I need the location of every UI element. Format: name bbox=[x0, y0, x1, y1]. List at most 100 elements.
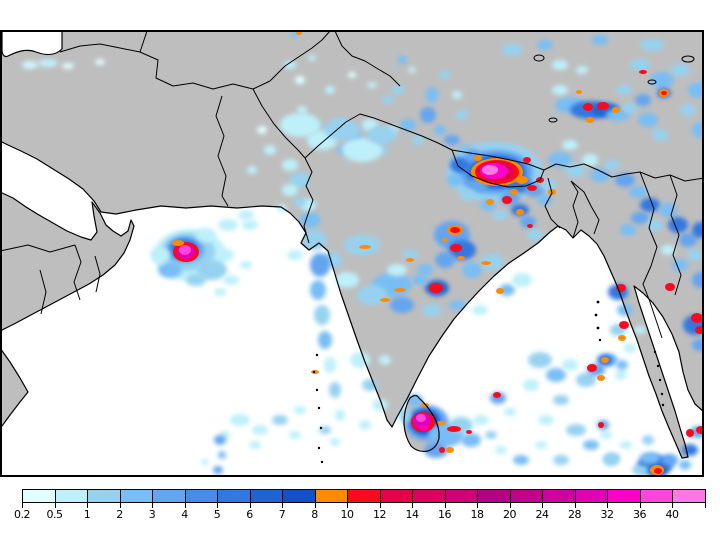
precip-cell bbox=[335, 409, 345, 421]
precip-cell bbox=[382, 96, 394, 104]
precip-cell bbox=[357, 285, 387, 305]
colorbar-tick bbox=[119, 489, 121, 508]
precip-cell bbox=[516, 209, 524, 215]
colorbar-segment bbox=[639, 489, 672, 503]
precip-cell bbox=[310, 280, 326, 300]
precip-cell bbox=[214, 435, 226, 445]
precip-cell bbox=[493, 392, 501, 398]
precipitation-field bbox=[22, 31, 704, 476]
precip-cell bbox=[597, 375, 605, 381]
colorbar-tick bbox=[22, 489, 23, 508]
precip-cell bbox=[659, 203, 677, 217]
precip-cell bbox=[640, 198, 660, 212]
precip-cell bbox=[158, 262, 182, 278]
precip-cell bbox=[367, 126, 397, 144]
precip-cell bbox=[294, 406, 306, 414]
precip-cell bbox=[447, 174, 463, 186]
precip-cell bbox=[214, 288, 226, 296]
lakes bbox=[533, 54, 695, 123]
precip-cell bbox=[502, 196, 512, 204]
colorbar-tick bbox=[87, 489, 88, 508]
precip-cell bbox=[606, 109, 630, 121]
precip-cell bbox=[380, 298, 390, 302]
precip-cell bbox=[481, 261, 491, 265]
colorbar-tick bbox=[574, 489, 576, 508]
precip-cell bbox=[616, 360, 628, 370]
precip-cell bbox=[510, 189, 518, 195]
colorbar-label: 2 bbox=[116, 508, 123, 521]
precip-cell bbox=[615, 370, 627, 380]
colorbar-segment bbox=[477, 489, 510, 503]
precip-cell bbox=[495, 446, 507, 454]
precip-cell bbox=[565, 163, 585, 177]
precip-cell bbox=[583, 440, 599, 450]
precip-cell bbox=[586, 117, 594, 123]
precip-cell bbox=[622, 103, 638, 113]
colorbar-label: 6 bbox=[246, 508, 253, 521]
precip-cell bbox=[350, 352, 370, 368]
precip-cell bbox=[538, 415, 554, 425]
precip-cell bbox=[282, 159, 298, 171]
precip-cell bbox=[257, 126, 267, 134]
colorbar-segment bbox=[184, 489, 217, 503]
precip-cell bbox=[264, 145, 276, 155]
precip-cell bbox=[616, 85, 632, 95]
precip-cell bbox=[280, 113, 320, 137]
precip-cell bbox=[680, 104, 696, 116]
precip-cell bbox=[562, 359, 578, 371]
precip-cell bbox=[617, 304, 633, 316]
precip-cell bbox=[223, 275, 239, 285]
precip-cell bbox=[634, 326, 646, 334]
colorbar-segment bbox=[87, 489, 120, 503]
precip-cell bbox=[597, 102, 609, 110]
precip-cell bbox=[527, 224, 533, 228]
precip-cell bbox=[466, 430, 472, 434]
precip-cell bbox=[527, 229, 543, 241]
precip-cell bbox=[553, 455, 569, 465]
precip-cell bbox=[450, 244, 462, 252]
precip-cell bbox=[632, 465, 648, 475]
precip-cell bbox=[249, 441, 261, 449]
colorbar-tick bbox=[152, 489, 153, 508]
precip-cell bbox=[679, 460, 691, 470]
colorbar-label: 0.2 bbox=[14, 508, 31, 521]
precip-cell bbox=[652, 129, 668, 141]
colorbar-segment bbox=[607, 489, 640, 503]
colorbar-label: 3 bbox=[148, 508, 156, 521]
precip-cell bbox=[552, 85, 568, 95]
precip-cell bbox=[692, 122, 704, 138]
precip-cell bbox=[335, 272, 359, 288]
colorbar-label: 8 bbox=[311, 508, 318, 521]
precip-cell bbox=[362, 379, 378, 391]
precip-cell bbox=[434, 125, 446, 135]
precip-cell bbox=[150, 247, 170, 263]
colorbar-label: 0.5 bbox=[46, 508, 64, 521]
colorbar-tick bbox=[379, 489, 381, 508]
colorbar-tick bbox=[607, 489, 608, 508]
precip-cell bbox=[447, 426, 461, 432]
precip-cell bbox=[397, 56, 407, 64]
colorbar-segment bbox=[509, 489, 542, 503]
colorbar-label: 14 bbox=[405, 508, 420, 521]
precip-cell bbox=[422, 304, 442, 316]
precip-cell bbox=[416, 414, 426, 422]
precip-cell bbox=[436, 421, 446, 425]
precip-cell bbox=[284, 61, 296, 69]
precip-cell bbox=[417, 264, 433, 276]
colorbar-segment bbox=[152, 489, 185, 503]
colorbar-segment bbox=[672, 489, 705, 503]
colorbar-tick bbox=[282, 489, 283, 508]
colorbar-tick bbox=[217, 489, 218, 508]
precip-cell bbox=[601, 357, 609, 363]
colorbar-label: 24 bbox=[535, 508, 550, 521]
precip-cell bbox=[387, 264, 407, 276]
precip-cell bbox=[512, 273, 532, 287]
precip-cell bbox=[631, 212, 649, 224]
precip-cell bbox=[218, 249, 234, 261]
precip-cell bbox=[513, 455, 529, 465]
precip-cell bbox=[630, 59, 650, 71]
precip-cell bbox=[576, 66, 588, 74]
colorbar-label: 5 bbox=[213, 508, 221, 521]
precip-cell bbox=[688, 82, 704, 98]
